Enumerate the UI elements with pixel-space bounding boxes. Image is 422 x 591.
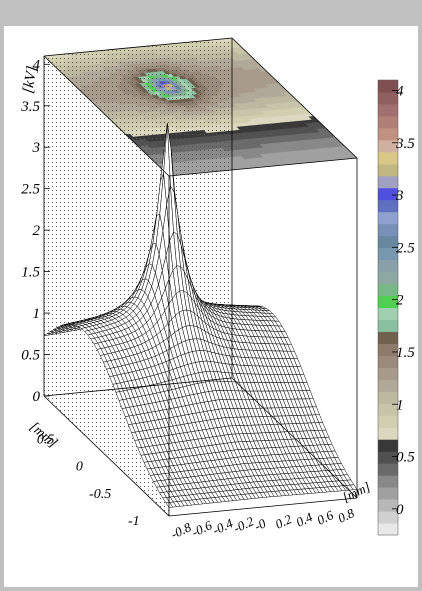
- colorbar-swatch: [378, 355, 398, 368]
- frame-edge: [168, 157, 358, 177]
- window-titlebar: [0, 0, 422, 26]
- z-tick-label: 0: [33, 389, 41, 405]
- colorbar-swatch: [378, 151, 398, 165]
- y-tick-label: 0: [76, 460, 83, 475]
- z-axis-label: [kV]: [20, 65, 41, 95]
- colorbar-swatch: [378, 487, 398, 500]
- z-tick-label: 4: [33, 57, 41, 73]
- x-tick-label: -0.6: [189, 517, 214, 540]
- colorbar-tick-label: 3.5: [395, 136, 415, 152]
- colorbar-tick-label: 2.5: [396, 240, 415, 256]
- surface-cell: [349, 484, 358, 491]
- colorbar-frame: [377, 79, 399, 536]
- x-tick-label: -0: [252, 515, 269, 533]
- colorbar-swatch: [378, 451, 398, 464]
- colorbar-tick-label: 0: [396, 502, 404, 518]
- colorbar-swatch: [378, 367, 398, 380]
- y-tick-label: 0.5: [37, 432, 55, 447]
- z-tick-label: 3: [32, 140, 41, 156]
- colorbar-swatch: [378, 427, 398, 440]
- colorbar-tick-label: 3: [395, 188, 404, 204]
- colorbar-tick-label: 4: [396, 83, 404, 99]
- colorbar-swatch: [378, 331, 398, 344]
- colorbar-swatch: [378, 271, 398, 285]
- colorbar-swatch: [378, 511, 398, 524]
- frame-edge: [231, 377, 358, 499]
- colorbar-tick-label: 1.5: [396, 345, 415, 361]
- chart-canvas: 0 0.5 1 1.5 2 2.5 3 3.5 4 [kV] 0.5 0 -0.5 -1 [mm] -0.8-…: [4, 26, 418, 587]
- colorbar-swatch: [378, 163, 398, 177]
- x-tick-label: 0.6: [315, 507, 337, 528]
- colorbar-swatch: [378, 127, 398, 141]
- colorbar-swatch: [378, 499, 398, 512]
- colorbar-swatch: [378, 91, 398, 105]
- colorbar-swatch: [378, 463, 398, 476]
- z-tick-label: 2.5: [21, 182, 40, 198]
- colorbar-swatch: [378, 403, 398, 416]
- colorbar-swatch: [378, 475, 398, 488]
- z-tick-label: 1: [33, 306, 41, 322]
- colorbar-tick-label: 0.5: [396, 450, 415, 466]
- colorbar-swatch: [378, 439, 398, 452]
- frame-edge: [43, 377, 233, 397]
- z-tick-label: 0.5: [21, 348, 40, 364]
- y-tick-label: -1: [128, 514, 140, 529]
- colorbar-swatch: [378, 187, 398, 201]
- colorbar-swatch: [378, 415, 398, 428]
- colorbar-swatch: [378, 295, 398, 308]
- colorbar-swatch: [378, 307, 398, 320]
- colorbar-swatch: [378, 247, 398, 261]
- colorbar-swatch: [378, 223, 398, 237]
- colorbar-swatch: [378, 283, 398, 297]
- frame-edge: [43, 55, 170, 177]
- colorbar-swatch: [378, 103, 398, 117]
- colorbar-swatch: [378, 235, 398, 249]
- colorbar-swatch: [378, 523, 398, 536]
- frame-edge: [231, 37, 358, 159]
- x-tick-label: -0.2: [231, 513, 256, 536]
- colorbar-swatch: [378, 115, 398, 129]
- y-tick-label: -0.5: [89, 487, 111, 502]
- colorbar-swatch: [378, 343, 398, 356]
- colorbar-swatch: [378, 139, 398, 153]
- colorbar-tick-label: 2: [396, 293, 404, 309]
- frame-edge: [168, 497, 358, 517]
- colorbar-swatch: [378, 319, 398, 332]
- colorbar-swatch: [378, 379, 398, 392]
- box-frame: [43, 37, 358, 517]
- frame-edge: [43, 37, 233, 57]
- colorbar: 0 0.5 1 1.5 2 2.5 3 3.5 4: [377, 79, 415, 536]
- colorbar-swatch: [378, 199, 398, 213]
- x-tick-label: 0.2: [273, 511, 295, 532]
- colorbar-swatch: [378, 80, 398, 93]
- z-tick-label: 3.5: [20, 99, 40, 115]
- surface-plot: 00.511.522.533.54[kV]0.50-0.5-1[mm]-0.8-…: [20, 37, 415, 542]
- frame-edge: [43, 395, 170, 517]
- axis-ticks: 00.511.522.533.54[kV]0.50-0.5-1[mm]-0.8-…: [20, 57, 372, 541]
- colorbar-tick-label: 1: [396, 397, 404, 413]
- x-tick-label: 0.4: [294, 509, 316, 530]
- x-tick-label: 0.8: [335, 505, 357, 526]
- colorbar-swatch: [378, 259, 398, 273]
- z-tick-label: 1.5: [21, 265, 40, 281]
- colorbar-swatch: [378, 211, 398, 225]
- x-tick-label: -0.8: [168, 519, 193, 542]
- z-tick-label: 2: [33, 223, 41, 239]
- surface-mesh: [43, 123, 358, 508]
- colorbar-swatch: [378, 175, 398, 189]
- x-tick-label: -0.4: [210, 515, 235, 538]
- colorbar-swatch: [378, 391, 398, 404]
